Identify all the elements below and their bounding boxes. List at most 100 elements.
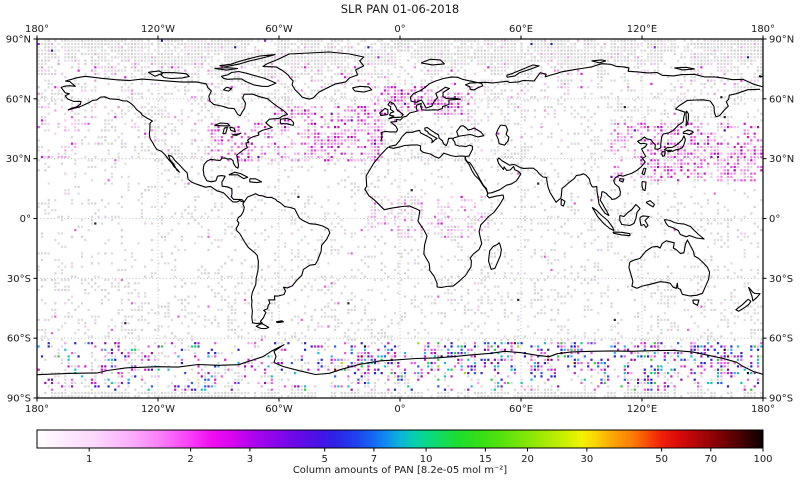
data-point bbox=[217, 119, 220, 122]
data-point bbox=[507, 149, 510, 152]
data-point bbox=[320, 145, 323, 149]
data-point bbox=[500, 89, 503, 92]
data-point bbox=[257, 52, 260, 56]
data-point bbox=[50, 46, 54, 49]
data-point bbox=[190, 62, 193, 65]
data-point bbox=[726, 59, 730, 62]
data-point bbox=[716, 142, 720, 145]
data-point bbox=[483, 179, 486, 182]
data-point bbox=[260, 152, 263, 155]
data-point bbox=[357, 119, 360, 122]
data-point bbox=[204, 46, 207, 49]
data-point bbox=[274, 89, 277, 92]
data-point bbox=[383, 42, 387, 46]
data-point bbox=[613, 79, 616, 82]
data-point bbox=[287, 102, 290, 105]
data-point bbox=[297, 229, 300, 232]
data-point bbox=[623, 255, 626, 258]
data-point bbox=[677, 155, 680, 159]
data-point bbox=[47, 82, 50, 85]
data-point bbox=[697, 69, 700, 72]
data-point bbox=[477, 49, 480, 52]
data-point bbox=[310, 152, 313, 155]
data-point bbox=[307, 149, 310, 152]
data-point bbox=[427, 102, 430, 105]
data-point bbox=[353, 109, 357, 112]
data-point bbox=[120, 39, 123, 42]
data-point bbox=[736, 126, 740, 129]
data-point bbox=[707, 132, 710, 135]
data-point bbox=[227, 39, 230, 42]
data-point bbox=[403, 219, 407, 222]
data-point bbox=[307, 215, 310, 218]
data-point bbox=[324, 76, 327, 79]
data-point bbox=[400, 195, 403, 198]
data-point bbox=[370, 145, 373, 149]
data-point bbox=[607, 209, 610, 212]
data-point bbox=[540, 202, 543, 205]
data-point bbox=[537, 195, 540, 198]
data-point bbox=[723, 62, 726, 65]
data-point bbox=[194, 155, 197, 159]
data-point bbox=[44, 79, 47, 82]
data-point bbox=[513, 106, 516, 109]
data-point bbox=[350, 126, 353, 129]
data-point bbox=[274, 102, 277, 105]
data-point bbox=[500, 59, 503, 62]
data-point bbox=[353, 56, 357, 59]
data-point bbox=[733, 102, 736, 105]
data-point bbox=[627, 89, 630, 92]
data-point bbox=[367, 152, 370, 155]
data-point bbox=[427, 132, 430, 135]
data-point bbox=[164, 39, 167, 42]
data-point bbox=[97, 262, 100, 265]
data-point bbox=[97, 46, 100, 49]
data-point bbox=[154, 82, 157, 85]
data-point bbox=[703, 86, 706, 89]
data-point bbox=[487, 39, 490, 42]
data-point bbox=[547, 49, 550, 52]
data-point bbox=[733, 42, 736, 46]
data-point bbox=[420, 232, 423, 235]
data-point bbox=[290, 112, 293, 115]
data-point bbox=[380, 119, 383, 122]
data-point bbox=[117, 215, 120, 218]
data-point bbox=[200, 52, 203, 56]
data-point bbox=[87, 46, 90, 49]
data-point bbox=[370, 116, 373, 119]
data-point bbox=[100, 39, 103, 42]
data-point bbox=[527, 89, 530, 92]
data-point bbox=[510, 52, 513, 56]
data-point bbox=[627, 62, 630, 65]
data-point bbox=[237, 109, 240, 112]
data-point bbox=[57, 232, 60, 235]
data-point bbox=[743, 235, 746, 238]
data-point bbox=[413, 39, 417, 42]
data-point bbox=[490, 165, 493, 169]
data-point bbox=[567, 39, 570, 42]
data-point bbox=[44, 252, 47, 255]
data-point bbox=[387, 82, 390, 85]
data-point bbox=[543, 39, 546, 42]
data-point bbox=[304, 235, 307, 238]
data-point bbox=[563, 39, 566, 42]
data-point bbox=[270, 136, 273, 139]
data-point bbox=[357, 116, 360, 119]
data-point bbox=[224, 79, 227, 82]
data-point bbox=[550, 132, 553, 135]
data-point bbox=[657, 149, 660, 152]
data-point bbox=[597, 52, 600, 56]
data-point bbox=[294, 112, 297, 115]
data-point bbox=[337, 106, 340, 109]
data-point bbox=[130, 42, 133, 46]
data-point bbox=[397, 96, 400, 99]
data-point bbox=[124, 249, 127, 252]
data-point bbox=[520, 205, 523, 208]
data-point bbox=[90, 222, 93, 225]
data-point bbox=[560, 46, 563, 49]
data-point bbox=[640, 175, 643, 178]
data-point bbox=[90, 59, 93, 62]
data-point bbox=[190, 179, 193, 182]
data-point bbox=[740, 46, 743, 49]
data-point bbox=[210, 189, 213, 192]
